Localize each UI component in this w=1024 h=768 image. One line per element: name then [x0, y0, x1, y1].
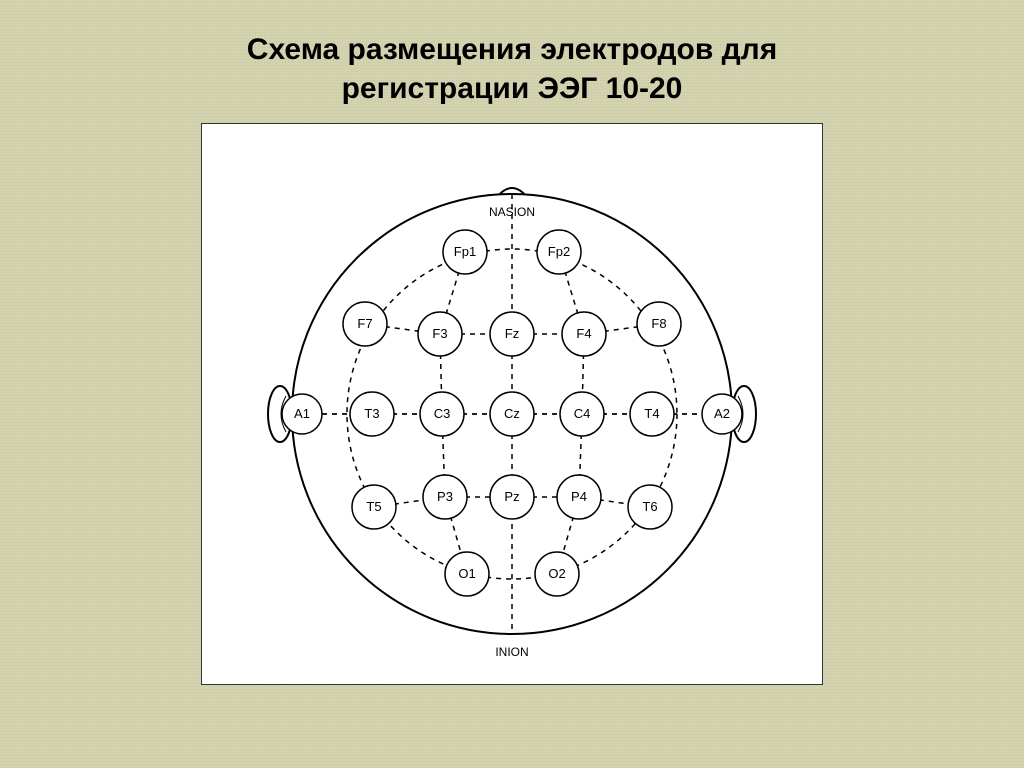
electrode-label-o1: O1: [458, 566, 475, 581]
electrode-label-a1: A1: [294, 406, 310, 421]
electrode-label-f4: F4: [576, 326, 591, 341]
electrode-label-c4: C4: [574, 406, 591, 421]
electrode-label-f7: F7: [357, 316, 372, 331]
electrode-label-t3: T3: [364, 406, 379, 421]
title-line1: Схема размещения электродов для: [247, 33, 777, 66]
electrode-label-t5: T5: [366, 499, 381, 514]
page-title: Схема размещения электродов для регистра…: [247, 30, 777, 108]
electrode-label-o2: O2: [548, 566, 565, 581]
eeg-diagram-svg: NASION INION Fp1 Fp2 F7 F3 Fz F4 F8 A1 T3 C3 Cz C4 T4 A…: [202, 124, 822, 684]
electrode-label-t4: T4: [644, 406, 659, 421]
title-line2: регистрации ЭЭГ 10-20: [342, 72, 683, 105]
electrode-label-f3: F3: [432, 326, 447, 341]
svg-text:INION: INION: [495, 645, 528, 659]
electrode-label-fp1: Fp1: [454, 244, 476, 259]
electrode-label-f8: F8: [651, 316, 666, 331]
electrode-label-p3: P3: [437, 489, 453, 504]
electrode-label-a2: A2: [714, 406, 730, 421]
eeg-diagram-frame: NASION INION Fp1 Fp2 F7 F3 Fz F4 F8 A1 T3 C3 Cz C4 T4 A…: [201, 123, 823, 685]
electrode-label-fp2: Fp2: [548, 244, 570, 259]
electrode-label-pz: Pz: [504, 489, 519, 504]
electrode-label-p4: P4: [571, 489, 587, 504]
electrode-label-fz: Fz: [505, 326, 519, 341]
electrode-label-t6: T6: [642, 499, 657, 514]
electrode-label-c3: C3: [434, 406, 451, 421]
svg-text:NASION: NASION: [489, 205, 535, 219]
electrode-label-cz: Cz: [504, 406, 520, 421]
